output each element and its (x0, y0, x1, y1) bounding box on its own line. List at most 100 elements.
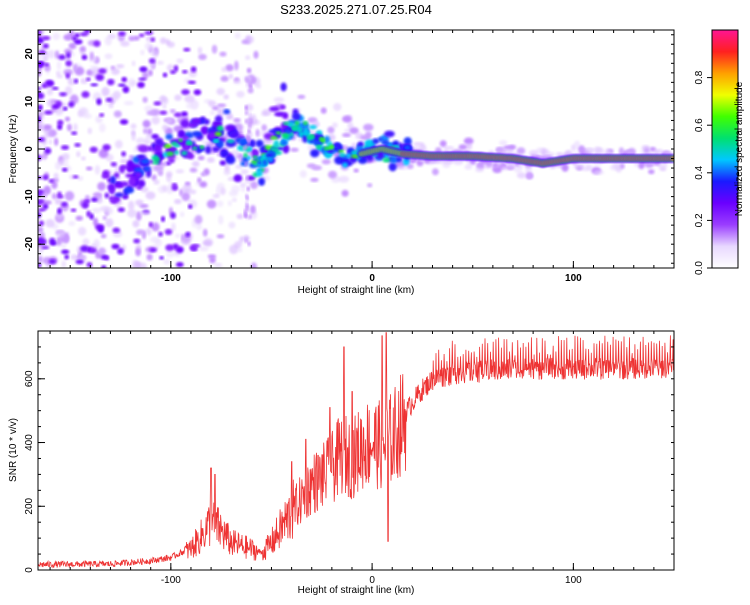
spectrogram-cell (156, 60, 164, 65)
spectrogram-cell (49, 241, 57, 246)
spectrogram-cell (308, 130, 315, 135)
spectrogram-cell (189, 167, 198, 173)
spectrogram-cell (406, 163, 414, 170)
colorbar-ticks: 0.0 0.2 0.4 0.6 0.8 (694, 70, 712, 275)
spectrogram-cell (250, 160, 258, 164)
spectrogram-cell (150, 37, 156, 42)
spectrogram-cell (323, 135, 331, 145)
spectrogram-cell (199, 145, 205, 150)
spectrogram-cell (96, 98, 102, 106)
spectrogram-cell (492, 162, 499, 169)
spectrogram-cell (193, 89, 202, 96)
spectrogram-cell (183, 47, 191, 52)
spectrogram-cell (439, 140, 447, 147)
spectrogram-cell (253, 50, 259, 59)
spectrogram-cell (618, 147, 624, 156)
spectrogram-cell (255, 139, 264, 148)
spectrogram-cell (38, 137, 45, 142)
spectrogram-cell (233, 117, 241, 123)
spectrogram-cell (212, 139, 220, 143)
spectrogram-cell (54, 50, 60, 59)
spectrogram-cell (331, 122, 338, 129)
spectrogram-cell (290, 147, 299, 152)
spectrogram-cell (38, 249, 43, 256)
spectrogram-cell (245, 175, 249, 181)
spectrogram-cell (174, 94, 182, 101)
spectrogram-cell (162, 103, 167, 109)
spectrogram-cell (508, 148, 514, 154)
spectrogram-cell (250, 204, 256, 214)
spectrogram-cell (38, 37, 42, 44)
spectrogram-cell (38, 255, 43, 264)
spectrogram-cell (107, 183, 116, 192)
spectrogram-cell (310, 177, 319, 183)
spectrogram-cell (342, 115, 352, 123)
spectrogram-cell (93, 239, 100, 249)
spectrogram-cell (215, 186, 220, 196)
spectrogram-cell (56, 60, 62, 71)
spectrogram-cell (264, 145, 273, 150)
spectrogram-cell (526, 172, 533, 179)
snr-x-label: Height of straight line (km) (298, 585, 415, 596)
spectrogram-cell (200, 172, 206, 177)
spectrogram-cell (64, 48, 73, 55)
spectrogram-cell (118, 31, 126, 36)
spectrogram-cell (464, 164, 473, 170)
spectrogram-cell (404, 145, 410, 151)
spectrogram-cell (202, 228, 208, 237)
spectrogram-cell (51, 104, 60, 109)
spectrogram-cell (132, 220, 140, 228)
spectrogram-cell (225, 124, 236, 132)
spectrogram-cell (105, 97, 113, 102)
spectrogram-cell (86, 77, 91, 81)
spectrogram-cell (279, 104, 286, 110)
spectrogram-cell (197, 155, 205, 161)
spectrogram-marks (38, 30, 674, 268)
spectrogram-cell (233, 151, 240, 158)
spectrogram-cell (89, 146, 98, 153)
spectrogram-cell (38, 193, 43, 197)
spectrogram-cell (583, 147, 594, 154)
spectrogram-cell (63, 68, 74, 76)
spectrogram-cell (162, 72, 168, 78)
spectrogram-cell (89, 65, 99, 71)
spectrogram-cell (140, 49, 145, 56)
spectrogram-cell (73, 123, 78, 132)
spectrogram-cell (609, 164, 621, 171)
spectrogram-cell (72, 175, 79, 179)
spectrogram-cell (153, 101, 162, 106)
spectrogram-cell (231, 185, 241, 193)
spectrogram-cell (51, 86, 59, 90)
colorbar-frame (711, 29, 739, 269)
spectrogram-cell (501, 166, 508, 171)
spectrogram-cell (144, 105, 153, 112)
spectrogram-cell (211, 44, 218, 54)
spectrogram-cell (89, 51, 94, 61)
spectrogram-cell (372, 138, 380, 145)
spectrogram-cell (261, 124, 267, 132)
spectrogram-cell (127, 166, 133, 173)
spectrogram-cell (38, 200, 43, 206)
spectrogram-cell (100, 233, 107, 239)
spectrogram-cell (64, 85, 73, 96)
spectrogram-cell (64, 254, 69, 260)
spectrogram-cell (42, 174, 49, 181)
spectrogram-cell (68, 101, 75, 108)
spectrogram-cell (95, 115, 103, 124)
spectrogram-cell (82, 201, 89, 209)
spectrogram-cell (594, 147, 605, 155)
spectrogram-cell (247, 241, 251, 247)
spectrogram-cell (294, 120, 300, 127)
spectrogram-cell (357, 141, 364, 148)
spectrogram-cell (244, 237, 248, 242)
spectrogram-cell (180, 119, 190, 128)
spectrogram-cell (367, 183, 373, 188)
spectrogram-cell (160, 216, 166, 222)
spectrogram-cell (200, 125, 209, 135)
spectrogram-cell (240, 184, 246, 193)
spectrogram-cell (178, 138, 183, 143)
spectrogram-cell (174, 199, 182, 205)
spectrogram-cell (153, 179, 160, 185)
spectrogram-cell (191, 161, 200, 167)
